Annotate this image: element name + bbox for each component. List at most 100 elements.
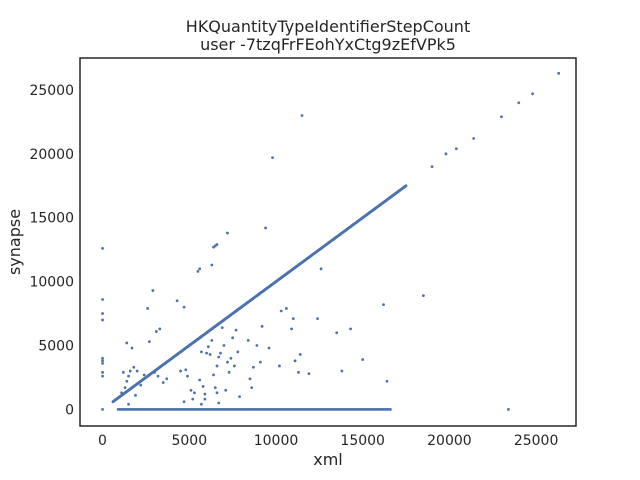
data-point: [291, 317, 295, 321]
data-point: [125, 341, 129, 345]
data-point: [349, 327, 352, 331]
data-point: [385, 379, 389, 383]
data-point: [184, 368, 188, 372]
data-point: [335, 331, 339, 335]
data-point: [206, 345, 210, 349]
data-point: [101, 361, 104, 365]
data-point: [264, 226, 267, 230]
data-point: [232, 364, 236, 368]
data-point: [205, 351, 209, 355]
data-point: [454, 147, 458, 151]
data-point: [201, 384, 205, 388]
data-point: [219, 351, 222, 355]
data-point: [130, 346, 134, 350]
y-tick-label: 20000: [29, 147, 74, 163]
data-point: [182, 305, 186, 309]
data-point: [200, 350, 203, 354]
data-point: [250, 386, 254, 390]
data-point: [316, 317, 319, 321]
data-point: [175, 299, 179, 303]
data-point: [125, 379, 129, 383]
data-point: [213, 244, 217, 248]
data-point: [224, 388, 228, 392]
data-point: [279, 309, 283, 313]
data-point: [421, 294, 425, 298]
data-point: [179, 369, 182, 373]
data-point: [210, 338, 214, 342]
data-point: [198, 378, 202, 382]
data-point: [217, 355, 221, 359]
data-point: [196, 269, 200, 273]
data-point: [361, 358, 365, 361]
data-point: [231, 336, 235, 340]
data-point: [134, 393, 137, 397]
data-point: [101, 407, 104, 411]
x-tick-label: 15000: [340, 433, 385, 449]
data-point: [135, 369, 139, 373]
data-point: [146, 307, 150, 310]
x-axis-ticks: 0 5000 10000 15000 20000 25000: [98, 433, 558, 449]
data-point: [191, 397, 195, 401]
data-point: [101, 356, 104, 360]
data-point: [226, 360, 229, 364]
chart-title-line1: HKQuantityTypeIdentifierStepCount: [186, 17, 470, 36]
y-tick-label: 25000: [29, 83, 74, 99]
data-point: [215, 391, 219, 395]
data-point: [271, 156, 274, 160]
data-point: [297, 370, 300, 374]
data-point: [506, 407, 510, 411]
data-point: [156, 374, 160, 378]
data-point: [165, 377, 169, 381]
data-point: [151, 289, 155, 292]
data-point: [500, 115, 503, 119]
data-point: [430, 165, 434, 169]
data-point: [101, 318, 104, 322]
data-point: [229, 356, 233, 360]
data-point: [127, 402, 130, 406]
data-point: [226, 231, 229, 235]
data-point: [389, 407, 392, 411]
data-point: [220, 326, 224, 330]
data-point: [193, 391, 196, 395]
y-axis-ticks: 0 5000 10000 15000 20000 25000: [29, 83, 74, 418]
data-point: [298, 353, 302, 356]
x-axis-label: xml: [313, 450, 343, 469]
data-point: [127, 374, 130, 378]
data-point: [147, 340, 151, 344]
data-point: [238, 395, 241, 399]
data-point: [186, 374, 189, 378]
data-point: [101, 370, 104, 374]
data-point: [278, 364, 281, 368]
y-tick-label: 15000: [29, 211, 74, 227]
x-tick-label: 25000: [514, 433, 559, 449]
data-point: [217, 401, 221, 405]
data-point: [142, 373, 146, 377]
data-point: [215, 364, 219, 368]
data-point: [293, 359, 297, 363]
y-tick-label: 5000: [38, 339, 74, 355]
data-point: [128, 369, 132, 373]
data-point: [212, 373, 215, 377]
data-point: [382, 303, 385, 307]
data-point: [121, 370, 125, 374]
x-tick-label: 20000: [427, 433, 472, 449]
data-point: [557, 71, 561, 75]
data-point: [101, 298, 104, 301]
data-point: [307, 372, 311, 376]
data-point: [208, 353, 212, 356]
data-point: [203, 392, 207, 396]
data-point: [101, 246, 104, 250]
data-point: [198, 267, 202, 271]
data-point: [222, 344, 226, 347]
data-point: [161, 381, 165, 384]
data-point: [267, 346, 271, 350]
y-tick-label: 0: [65, 402, 74, 418]
data-point: [139, 383, 143, 387]
data-point: [158, 327, 162, 331]
data-point: [258, 360, 262, 364]
data-point: [531, 92, 535, 96]
y-tick-label: 10000: [29, 275, 74, 291]
data-point: [227, 370, 231, 374]
data-point: [101, 312, 104, 315]
